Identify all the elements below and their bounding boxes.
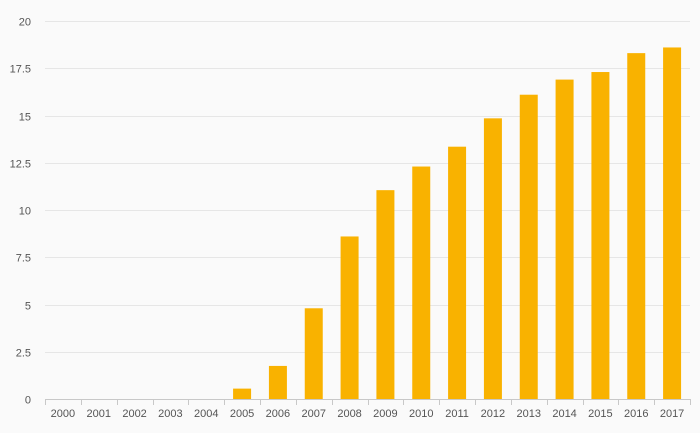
- y-tick-label: 10: [19, 206, 31, 218]
- bar-2009: [376, 190, 395, 399]
- x-tick-label: 2000: [51, 408, 75, 420]
- bars: [233, 47, 682, 400]
- bar-2017: [663, 47, 682, 400]
- x-tick-label: 2010: [409, 408, 433, 420]
- x-tick-label: 2004: [194, 408, 218, 420]
- bar-2007: [304, 308, 323, 399]
- bar-2016: [627, 53, 646, 399]
- y-tick-label: 0: [25, 395, 31, 407]
- x-tick-label: 2001: [87, 408, 111, 420]
- y-tick-label: 5: [25, 301, 31, 313]
- y-tick-label: 20: [19, 17, 31, 29]
- x-tick-label: 2005: [230, 408, 254, 420]
- x-tick-label: 2002: [122, 408, 146, 420]
- x-tick-label: 2012: [481, 408, 505, 420]
- x-tick-label: 2011: [445, 408, 469, 420]
- x-tick-label: 2009: [373, 408, 397, 420]
- y-tick-label: 17.5: [10, 64, 31, 76]
- bar-2011: [448, 146, 467, 399]
- bar-2012: [483, 118, 502, 399]
- x-tick-label: 2008: [337, 408, 361, 420]
- x-tick-label: 2013: [517, 408, 541, 420]
- gridlines: [45, 21, 690, 353]
- x-tick-label: 2017: [660, 408, 684, 420]
- y-tick-label: 2.5: [16, 348, 31, 360]
- x-tick-label: 2003: [158, 408, 182, 420]
- x-tick-label: 2014: [552, 408, 576, 420]
- x-tick-label: 2015: [588, 408, 612, 420]
- bar-2008: [340, 236, 359, 399]
- x-tick-label: 2016: [624, 408, 648, 420]
- y-tick-label: 7.5: [16, 253, 31, 265]
- bar-2015: [591, 72, 610, 399]
- bar-2010: [412, 166, 431, 399]
- y-tick-label: 15: [19, 112, 31, 124]
- bar-2006: [268, 365, 287, 399]
- bar-2014: [555, 79, 574, 399]
- x-tick-label: 2007: [302, 408, 326, 420]
- y-tick-label: 12.5: [10, 159, 31, 171]
- y-axis-ticks: 0 2.5 5 7.5 10 12.5 15 17.5 20: [10, 17, 31, 407]
- x-tick-label: 2006: [266, 408, 290, 420]
- x-axis-ticks: 2000 2001 2002 2003 2004 2005 2006 2007 2008 2009…: [45, 399, 691, 420]
- bar-2013: [519, 94, 538, 400]
- bar-2005: [233, 388, 252, 399]
